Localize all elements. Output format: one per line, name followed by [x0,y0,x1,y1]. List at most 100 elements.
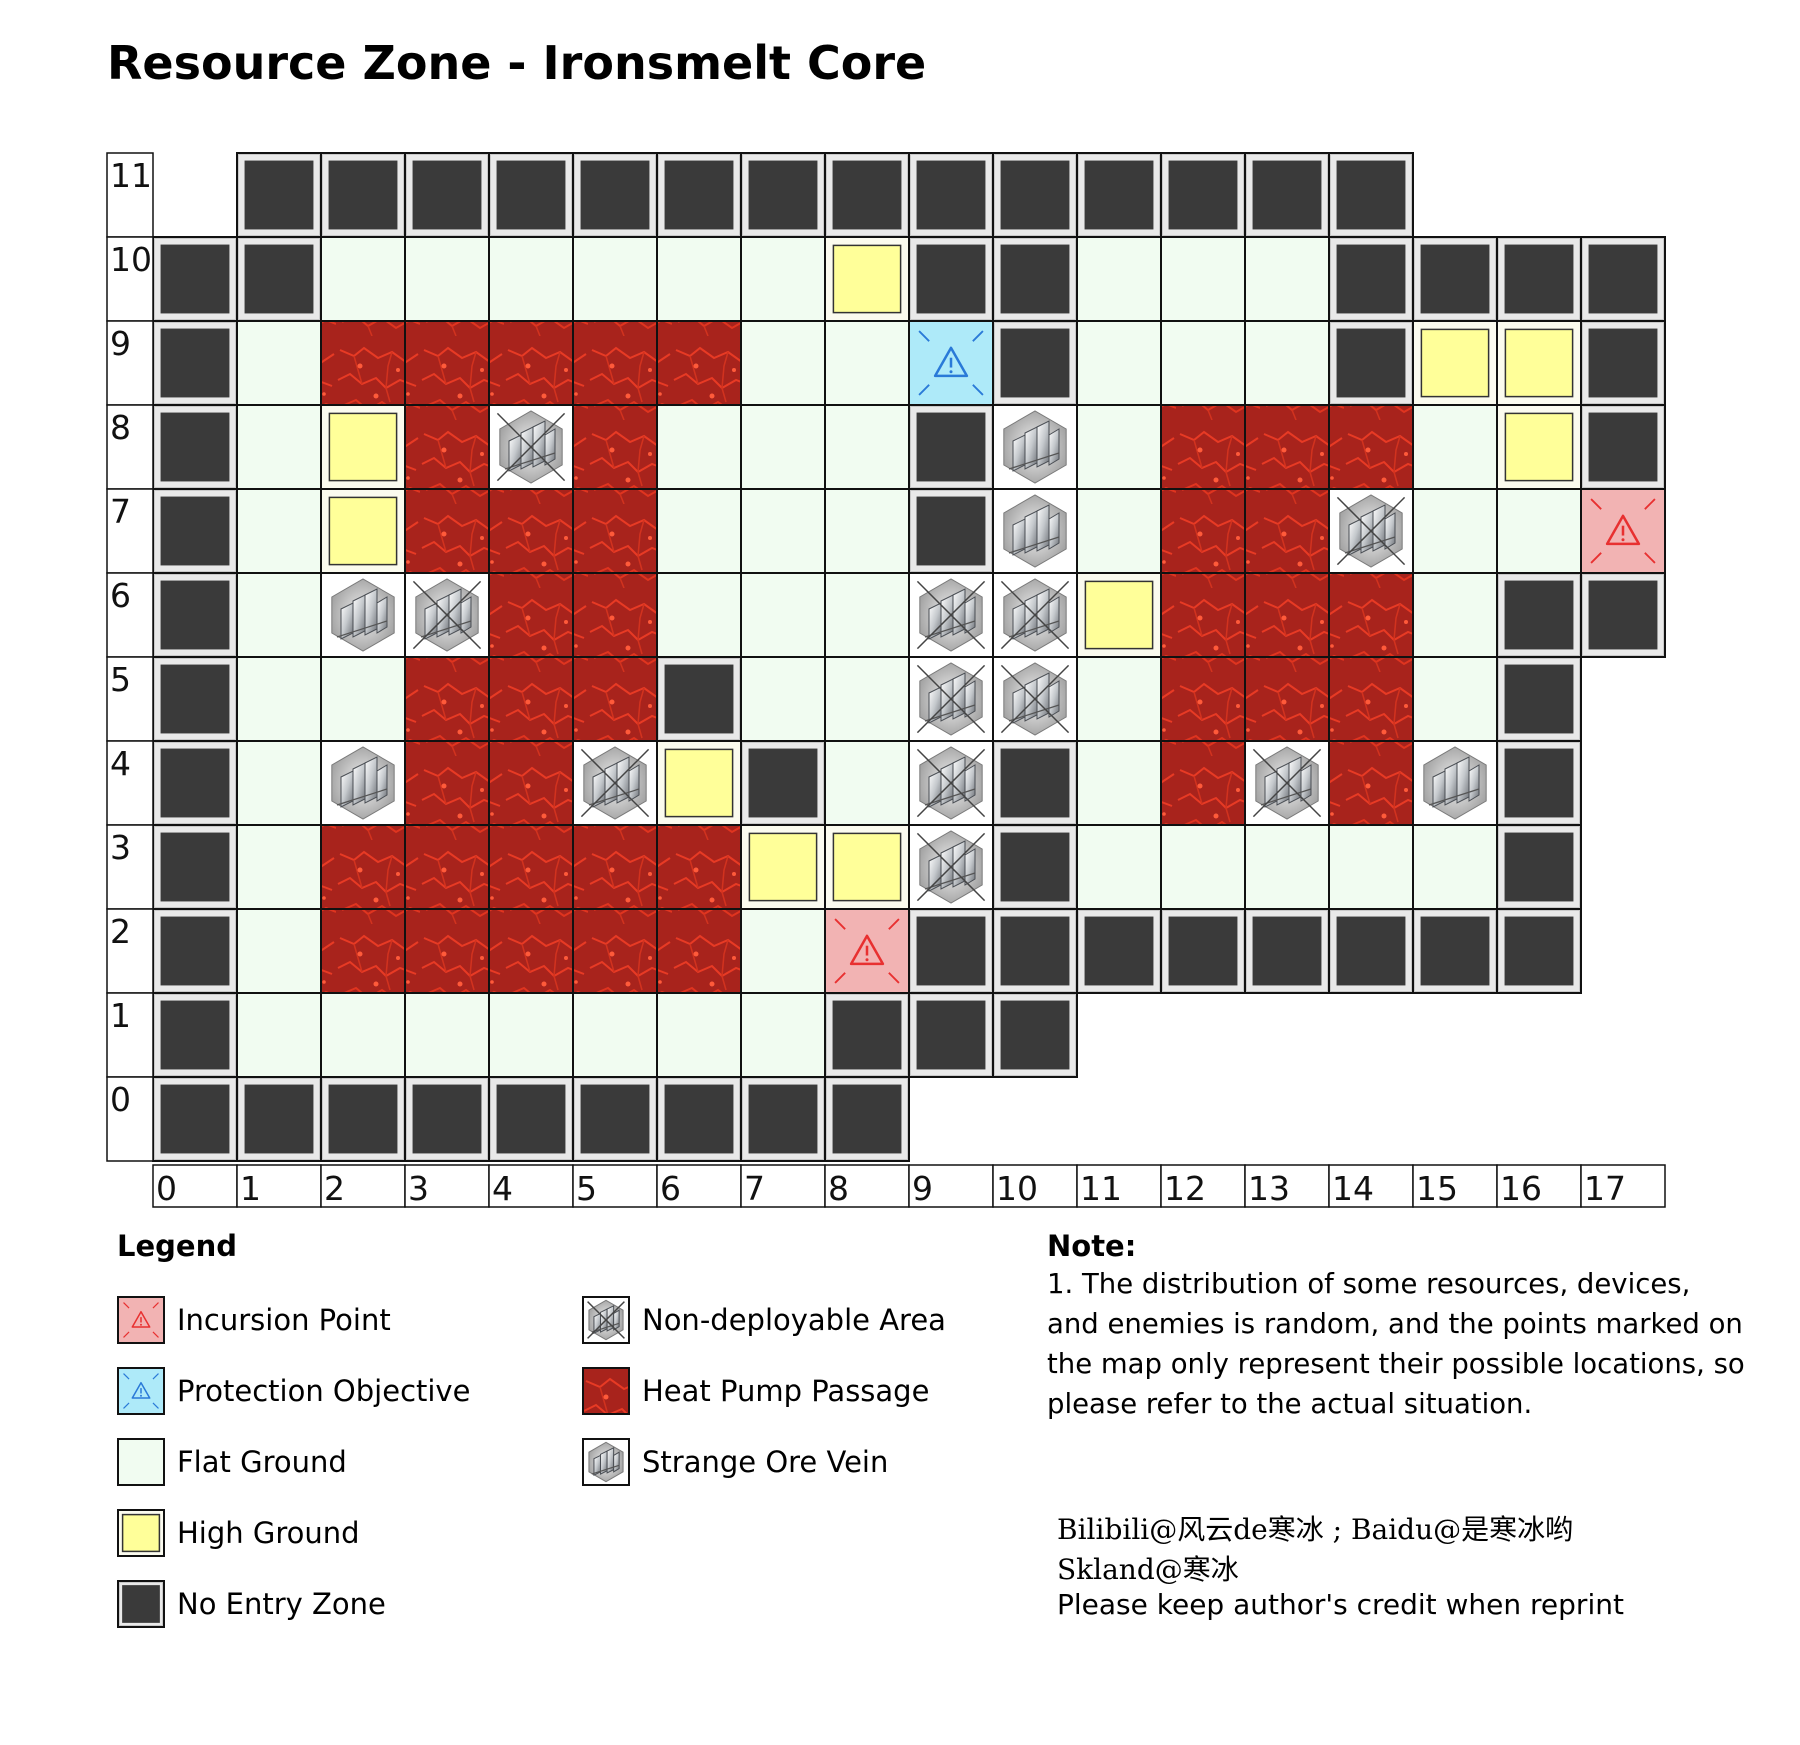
x-axis-label: 1 [236,1164,322,1208]
no-entry-cell [1328,320,1414,406]
high-ground-cell [1412,320,1498,406]
svg-text:8: 8 [110,408,131,447]
no-entry-cell [1496,656,1582,742]
credit-line-1: Bilibili@风云de寒冰 ; Baidu@是寒冰哟 [1057,1513,1574,1546]
no-entry-cell [992,992,1078,1078]
high-ground-swatch [117,1509,165,1557]
no-entry-cell [236,152,322,238]
no-entry-cell [1580,572,1666,658]
no-entry-cell [236,236,322,322]
note-text: 1. The distribution of some resources, d… [1047,1268,1745,1420]
legend-label: No Entry Zone [177,1587,386,1621]
flat-ground-cell [1076,824,1162,910]
x-axis-label: 13 [1244,1164,1330,1208]
heat-pump-cell [572,488,658,574]
flat-ground-cell [1244,824,1330,910]
flat-ground-cell [320,656,406,742]
no-entry-cell [236,1076,322,1162]
ore-vein-cell [320,740,406,826]
flat-ground-cell [656,488,742,574]
flat-ground-cell [824,572,910,658]
legend-item-strange-ore-vein: Strange Ore Vein [582,1437,888,1487]
no-entry-cell [908,908,994,994]
flat-ground-cell [1076,236,1162,322]
flat-ground-swatch [117,1438,165,1486]
heat-pump-cell [1244,656,1330,742]
flat-ground-cell [236,824,322,910]
non-deployable-ore-cell [572,740,658,826]
high-ground-cell [320,488,406,574]
incursion-point-cell [824,908,910,994]
flat-ground-cell [404,992,490,1078]
y-axis-label: 10 [106,236,154,322]
heat-pump-cell [404,824,490,910]
no-entry-cell [992,740,1078,826]
svg-text:0: 0 [156,1169,177,1208]
y-axis-label: 4 [106,740,154,826]
svg-text:3: 3 [110,828,131,867]
heat-pump-cell [656,320,742,406]
flat-ground-cell [488,992,574,1078]
no-entry-cell [152,404,238,490]
no-entry-cell [1244,908,1330,994]
y-axis-label: 5 [106,656,154,742]
x-axis-label: 4 [488,1164,574,1208]
svg-text:16: 16 [1500,1169,1542,1208]
heat-pump-cell [572,656,658,742]
no-entry-cell [656,656,742,742]
no-entry-cell [1580,404,1666,490]
heat-pump-cell [404,404,490,490]
svg-text:3: 3 [408,1169,429,1208]
no-entry-zone-swatch [117,1580,165,1628]
no-entry-cell [908,992,994,1078]
no-entry-cell [152,488,238,574]
heat-pump-cell [1328,572,1414,658]
no-entry-cell [152,572,238,658]
heat-pump-cell [488,320,574,406]
legend-title: Legend [117,1229,237,1263]
flat-ground-cell [1412,488,1498,574]
flat-ground-cell [1328,824,1414,910]
flat-ground-cell [1412,824,1498,910]
heat-pump-passage-swatch [582,1367,630,1415]
flat-ground-cell [1160,236,1246,322]
high-ground-cell [1496,404,1582,490]
no-entry-cell [152,1076,238,1162]
flat-ground-cell [236,320,322,406]
legend-item-no-entry-zone: No Entry Zone [117,1579,386,1629]
flat-ground-cell [824,656,910,742]
no-entry-cell [992,824,1078,910]
no-entry-cell [152,236,238,322]
x-axis-label: 3 [404,1164,490,1208]
flat-ground-cell [1412,572,1498,658]
non-deployable-ore-cell [908,740,994,826]
y-axis-label: 6 [106,572,154,658]
x-axis-label: 2 [320,1164,406,1208]
no-entry-cell [908,152,994,238]
no-entry-cell [1076,152,1162,238]
no-entry-cell [1496,824,1582,910]
heat-pump-cell [404,740,490,826]
heat-pump-cell [488,824,574,910]
high-ground-cell [824,824,910,910]
no-entry-cell [572,1076,658,1162]
heat-pump-cell [572,572,658,658]
y-axis-label: 8 [106,404,154,490]
non-deployable-ore-cell [992,656,1078,742]
ore-vein-cell [992,404,1078,490]
heat-pump-cell [1160,740,1246,826]
high-ground-cell [1076,572,1162,658]
flat-ground-cell [740,488,826,574]
svg-text:12: 12 [1164,1169,1206,1208]
non-deployable-ore-cell [488,404,574,490]
no-entry-cell [1580,236,1666,322]
no-entry-cell [740,1076,826,1162]
flat-ground-cell [1076,488,1162,574]
x-axis-label: 8 [824,1164,910,1208]
svg-text:15: 15 [1416,1169,1458,1208]
flat-ground-cell [740,236,826,322]
flat-ground-cell [236,572,322,658]
flat-ground-cell [1076,656,1162,742]
flat-ground-cell [740,572,826,658]
